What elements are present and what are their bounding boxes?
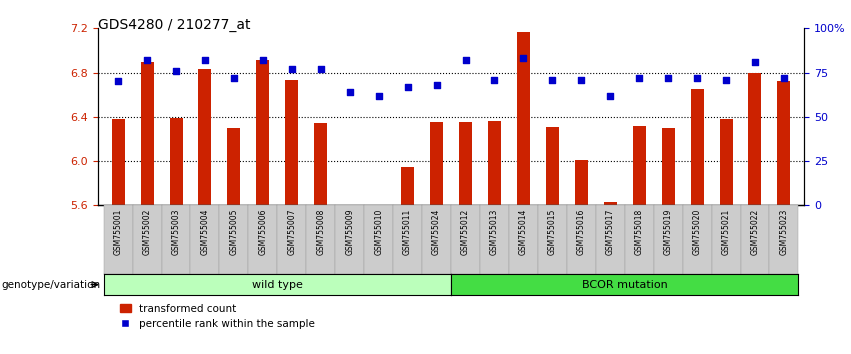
Text: GSM755024: GSM755024: [432, 209, 441, 255]
Text: GSM755019: GSM755019: [664, 209, 672, 255]
Bar: [690, 89, 704, 205]
Bar: [227, 128, 241, 205]
Bar: [430, 122, 443, 205]
Text: GSM755009: GSM755009: [346, 209, 354, 255]
Text: GSM755006: GSM755006: [259, 209, 267, 255]
Bar: [111, 119, 124, 205]
Text: GSM755021: GSM755021: [722, 209, 730, 255]
Point: [603, 93, 617, 98]
Point: [285, 66, 299, 72]
Point: [459, 57, 472, 63]
Text: GSM755018: GSM755018: [635, 209, 643, 255]
Point: [748, 59, 762, 65]
Point: [169, 68, 183, 74]
Text: GSM755012: GSM755012: [461, 209, 470, 255]
Bar: [256, 61, 270, 205]
Point: [140, 57, 154, 63]
Text: GSM755001: GSM755001: [114, 209, 123, 255]
Bar: [749, 73, 762, 205]
Text: genotype/variation: genotype/variation: [2, 280, 100, 290]
Bar: [661, 128, 675, 205]
Bar: [545, 127, 559, 205]
Text: GSM755011: GSM755011: [403, 209, 412, 255]
Text: GSM755016: GSM755016: [577, 209, 585, 255]
Point: [314, 66, 328, 72]
Text: GSM755002: GSM755002: [143, 209, 151, 255]
Bar: [198, 69, 212, 205]
Text: GSM755013: GSM755013: [490, 209, 499, 255]
Point: [719, 77, 733, 82]
Text: GSM755010: GSM755010: [374, 209, 383, 255]
Point: [661, 75, 675, 81]
Point: [517, 56, 530, 61]
Bar: [574, 160, 588, 205]
Bar: [285, 80, 299, 205]
Bar: [401, 167, 414, 205]
Text: GSM755020: GSM755020: [693, 209, 701, 255]
Bar: [603, 202, 617, 205]
Text: GSM755007: GSM755007: [288, 209, 296, 255]
Text: GSM755004: GSM755004: [201, 209, 209, 255]
Point: [488, 77, 501, 82]
Point: [690, 75, 704, 81]
Text: GSM755015: GSM755015: [548, 209, 557, 255]
Point: [343, 89, 357, 95]
Text: GSM755017: GSM755017: [606, 209, 614, 255]
Text: GSM755003: GSM755003: [172, 209, 180, 255]
Point: [256, 57, 270, 63]
Point: [574, 77, 588, 82]
Bar: [488, 121, 501, 205]
Point: [430, 82, 443, 88]
Text: GSM755008: GSM755008: [317, 209, 325, 255]
Bar: [459, 122, 472, 205]
Bar: [314, 124, 328, 205]
Text: GSM755022: GSM755022: [751, 209, 759, 255]
Point: [111, 79, 125, 84]
Point: [227, 75, 241, 81]
Point: [545, 77, 559, 82]
Point: [632, 75, 646, 81]
Bar: [632, 126, 646, 205]
Bar: [517, 32, 530, 205]
Text: BCOR mutation: BCOR mutation: [582, 280, 667, 290]
Bar: [372, 205, 386, 207]
Point: [372, 93, 386, 98]
Point: [777, 75, 791, 81]
Point: [198, 57, 212, 63]
Text: GSM755023: GSM755023: [780, 209, 788, 255]
Bar: [778, 81, 791, 205]
Bar: [720, 119, 733, 205]
Legend: transformed count, percentile rank within the sample: transformed count, percentile rank withi…: [120, 304, 315, 329]
Bar: [140, 62, 153, 205]
Bar: [169, 118, 182, 205]
Point: [401, 84, 414, 90]
Text: GDS4280 / 210277_at: GDS4280 / 210277_at: [98, 18, 250, 32]
Text: GSM755005: GSM755005: [230, 209, 238, 255]
Text: wild type: wild type: [252, 280, 303, 290]
Text: GSM755014: GSM755014: [519, 209, 528, 255]
